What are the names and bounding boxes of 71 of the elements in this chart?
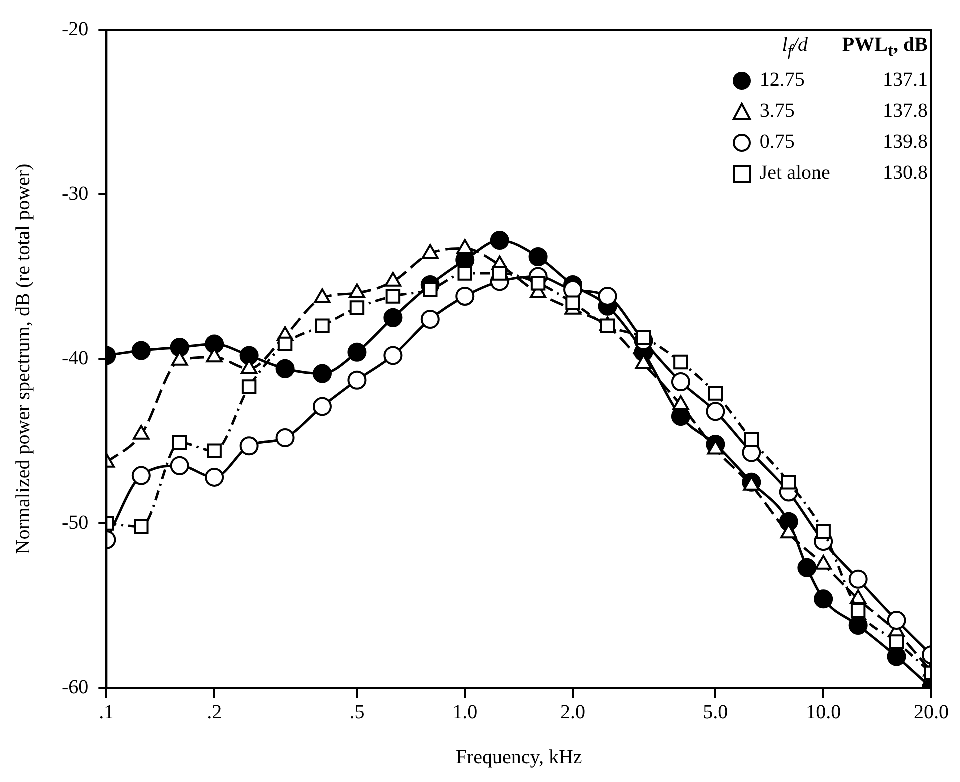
point	[170, 456, 190, 476]
annotation: 137.8	[882, 99, 929, 124]
point	[276, 359, 295, 378]
point	[528, 248, 548, 267]
point	[530, 276, 546, 291]
point	[708, 386, 724, 401]
point	[671, 372, 690, 392]
point	[887, 611, 906, 630]
point	[170, 338, 190, 357]
point	[848, 570, 868, 589]
y-tick-label: -20	[62, 18, 89, 40]
point	[312, 364, 332, 384]
point	[240, 346, 259, 366]
x-tick-label: 1.0	[452, 701, 478, 724]
point	[240, 436, 259, 456]
point	[706, 402, 726, 422]
x-tick-label: 10.0	[806, 701, 842, 724]
point	[348, 342, 367, 362]
x-tick-label: 2.0	[560, 701, 586, 724]
point	[315, 318, 330, 334]
point	[384, 308, 403, 328]
point	[242, 380, 257, 394]
point	[134, 519, 149, 534]
point	[205, 468, 224, 487]
point	[276, 428, 295, 448]
y-tick-label: -30	[62, 182, 89, 205]
point	[598, 286, 618, 306]
point	[816, 524, 831, 540]
point	[674, 354, 688, 370]
legend-label: 12.75	[758, 68, 806, 93]
point	[312, 397, 332, 416]
point	[566, 296, 580, 310]
point	[172, 436, 188, 450]
x-tick-label: .2	[207, 701, 222, 724]
point	[889, 634, 904, 650]
point	[744, 432, 760, 447]
annotation: 130.8	[882, 161, 929, 186]
point	[420, 310, 440, 330]
point	[384, 346, 403, 366]
point	[850, 603, 866, 618]
point	[132, 466, 151, 486]
point	[386, 289, 401, 304]
y-tick-label: -40	[62, 347, 89, 370]
y-axis-title: Normalized power spectrum, dB (re total power)	[12, 164, 34, 554]
x-tick-label: .1	[99, 701, 114, 724]
point	[492, 266, 508, 281]
annotation: 139.8	[882, 130, 929, 155]
x-tick-label: 20.0	[914, 701, 949, 724]
point	[456, 286, 475, 306]
x-axis-title: Frequency, kHz	[456, 746, 582, 768]
point	[348, 370, 367, 390]
point	[600, 318, 616, 334]
legend-label: Jet alone	[758, 161, 832, 186]
point	[350, 300, 365, 316]
point	[636, 330, 652, 345]
point	[205, 334, 224, 354]
point	[781, 475, 796, 490]
point	[278, 336, 293, 352]
point	[132, 341, 151, 360]
point	[490, 231, 510, 250]
point	[458, 266, 472, 281]
legend-title: l$_{f}$/d	[781, 33, 810, 62]
point	[207, 444, 222, 458]
annotation: 137.1	[882, 68, 929, 93]
y-tick-label: -60	[62, 676, 89, 698]
legend-label: 0.75	[758, 130, 796, 155]
x-tick-label: 5.0	[703, 701, 728, 724]
annotation: PWL$_{t}$, dB	[841, 33, 929, 62]
legend-label: 3.75	[758, 99, 796, 124]
y-tick-label: -50	[62, 512, 89, 534]
x-tick-label: .5	[350, 701, 365, 724]
